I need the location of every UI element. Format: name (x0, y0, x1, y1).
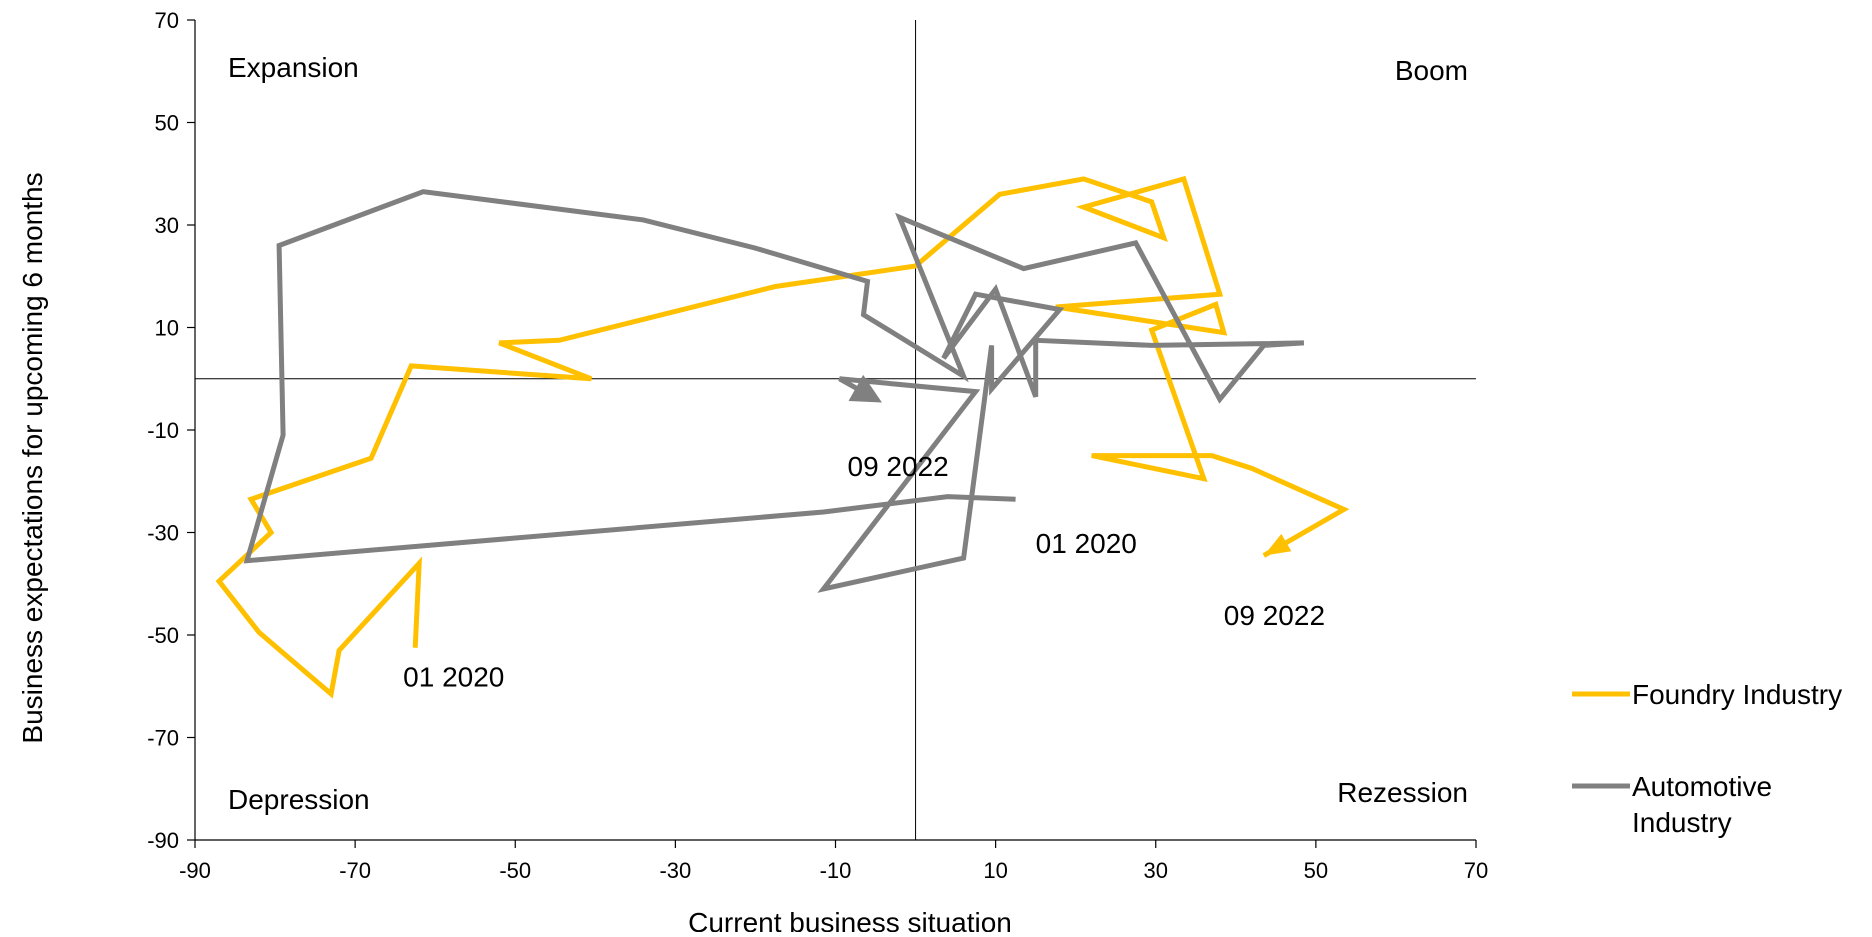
y-tick-label: -90 (147, 828, 179, 853)
series-line-foundry-industry (215, 175, 1350, 699)
quadrant-label-bottom-right: Rezession (1337, 777, 1468, 808)
date-annotation: 09 2022 (848, 451, 949, 482)
legend: Foundry Industry Automotive Industry (1572, 679, 1842, 838)
series-layer (215, 175, 1350, 699)
y-tick-label: 70 (155, 8, 179, 33)
x-tick-label: 30 (1144, 858, 1168, 883)
quadrant-label-bottom-left: Depression (228, 784, 370, 815)
x-tick-label: -50 (499, 858, 531, 883)
y-tick-label: 30 (155, 213, 179, 238)
x-tick-label: -90 (179, 858, 211, 883)
y-tick-label: -50 (147, 623, 179, 648)
series-arrowhead-foundry-industry (1263, 533, 1292, 556)
x-tick-label: -10 (820, 858, 852, 883)
y-tick-label: -70 (147, 726, 179, 751)
y-axis-title: Business expectations for upcoming 6 mon… (17, 172, 48, 743)
y-tick-label: -10 (147, 418, 179, 443)
x-tick-label: -30 (659, 858, 691, 883)
x-tick-label: -70 (339, 858, 371, 883)
y-tick-label: 50 (155, 111, 179, 136)
x-tick-label: 10 (983, 858, 1007, 883)
x-tick-label: 50 (1304, 858, 1328, 883)
date-annotation: 01 2020 (1036, 528, 1137, 559)
y-tick-label: 10 (155, 316, 179, 341)
axes-layer: -90 -70 -50 -30 -10 10 30 50 70 -90 -70 -50 -30 -10 10… (147, 8, 1488, 883)
date-annotation: 01 2020 (403, 661, 504, 692)
x-axis-title: Current business situation (688, 907, 1012, 932)
legend-label-foundry: Foundry Industry (1632, 679, 1842, 710)
y-tick-label: -30 (147, 521, 179, 546)
series-line-automotive-industry (243, 189, 1305, 593)
x-tick-label: 70 (1464, 858, 1488, 883)
annotation-layer: Expansion Boom Depression Rezession Curr… (17, 52, 1468, 937)
legend-label-automotive: Automotive Industry (1632, 771, 1772, 838)
quadrant-label-top-right: Boom (1395, 55, 1468, 86)
date-annotation: 09 2022 (1224, 600, 1325, 631)
quadrant-label-top-left: Expansion (228, 52, 359, 83)
